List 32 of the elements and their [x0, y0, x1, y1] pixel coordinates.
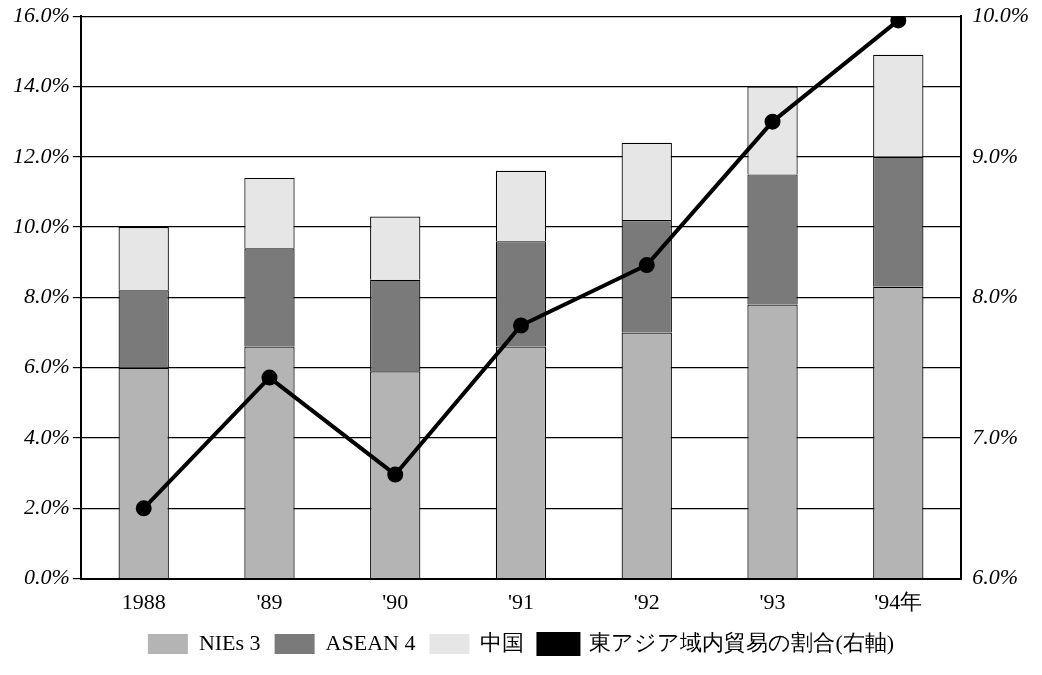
- x-tick-label: '94年: [874, 588, 923, 614]
- x-tick-label: '93: [759, 588, 786, 614]
- y-tick-label: 12.0%: [13, 142, 70, 168]
- x-tick-label: '89: [256, 588, 283, 614]
- point: [638, 257, 655, 274]
- point: [261, 369, 278, 386]
- y2-tick-label: 6.0%: [972, 564, 1018, 590]
- point: [513, 317, 529, 334]
- y-tick-label: 6.0%: [24, 353, 70, 379]
- x-tick-label: '91: [508, 588, 534, 614]
- x-tick-label: '90: [382, 588, 409, 614]
- y2-tick-label: 8.0%: [972, 283, 1018, 309]
- y-tick-label: 8.0%: [24, 283, 70, 309]
- x-tick-label: 1988: [121, 588, 166, 614]
- legend-label: ASEAN 4: [325, 629, 416, 655]
- point: [890, 16, 907, 29]
- y2-tick-label: 7.0%: [972, 423, 1018, 449]
- legend-label: 中国: [480, 629, 525, 655]
- y2-tick-label: 10.0%: [972, 1, 1029, 27]
- point: [387, 466, 404, 483]
- y2-tick-label: 9.0%: [972, 142, 1018, 168]
- legend-label: 東アジア域内貿易の割合(右軸): [589, 629, 895, 655]
- point: [764, 113, 781, 130]
- y-tick-label: 14.0%: [13, 72, 70, 98]
- x-tick-label: '92: [633, 588, 660, 614]
- y-tick-label: 0.0%: [24, 564, 70, 590]
- y-tick-label: 4.0%: [24, 423, 70, 449]
- y-tick-label: 10.0%: [13, 212, 70, 238]
- legend-label: NIEs 3: [198, 629, 261, 655]
- y-tick-label: 2.0%: [24, 494, 70, 520]
- point: [135, 500, 152, 517]
- y-tick-label: 16.0%: [13, 1, 70, 27]
